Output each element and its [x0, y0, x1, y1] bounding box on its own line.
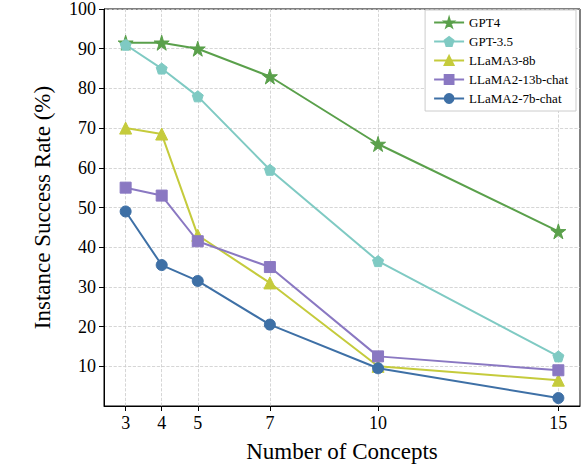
svg-text:80: 80	[78, 78, 96, 98]
svg-text:70: 70	[78, 118, 96, 138]
svg-text:3: 3	[121, 413, 130, 433]
svg-text:50: 50	[78, 198, 96, 218]
svg-text:90: 90	[78, 39, 96, 59]
svg-text:10: 10	[78, 356, 96, 376]
svg-text:GPT-3.5: GPT-3.5	[469, 34, 513, 49]
svg-text:100: 100	[69, 0, 96, 19]
svg-text:LLaMA2-13b-chat: LLaMA2-13b-chat	[469, 72, 568, 87]
svg-text:20: 20	[78, 317, 96, 337]
svg-text:LLaMA2-7b-chat: LLaMA2-7b-chat	[469, 91, 562, 106]
svg-text:5: 5	[193, 413, 202, 433]
svg-text:Number of Concepts: Number of Concepts	[246, 439, 438, 464]
svg-text:40: 40	[78, 237, 96, 257]
svg-text:15: 15	[549, 413, 567, 433]
svg-text:60: 60	[78, 158, 96, 178]
svg-text:Instance Success Rate (%): Instance Success Rate (%)	[30, 86, 55, 329]
svg-text:10: 10	[369, 413, 387, 433]
svg-text:4: 4	[157, 413, 166, 433]
svg-text:30: 30	[78, 277, 96, 297]
svg-text:LLaMA3-8b: LLaMA3-8b	[469, 53, 535, 68]
svg-text:GPT4: GPT4	[469, 15, 501, 30]
svg-text:7: 7	[265, 413, 274, 433]
